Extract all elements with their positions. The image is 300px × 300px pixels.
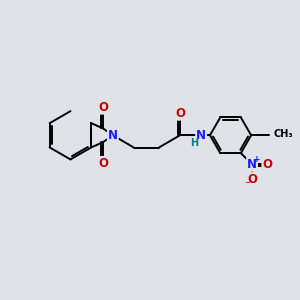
Text: N: N [196, 129, 206, 142]
Text: CH₃: CH₃ [273, 129, 293, 140]
Text: O: O [262, 158, 272, 171]
Text: N: N [247, 158, 257, 171]
Text: +: + [253, 155, 261, 164]
Text: H: H [190, 138, 198, 148]
Text: O: O [98, 157, 108, 170]
Text: N: N [108, 129, 118, 142]
Text: ⁻: ⁻ [244, 180, 250, 190]
Text: O: O [175, 107, 185, 120]
Text: O: O [247, 173, 257, 186]
Text: O: O [98, 101, 108, 114]
